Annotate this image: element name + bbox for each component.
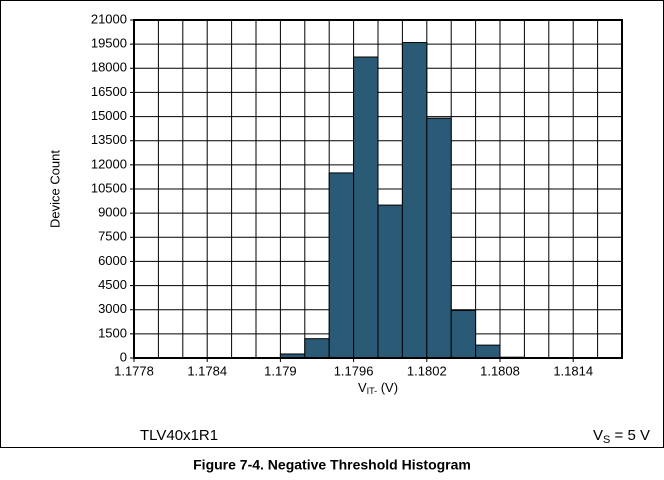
annotation-sub: S [603, 434, 610, 446]
bar [475, 344, 501, 359]
annotation-main: V [593, 427, 603, 444]
y-tick-label: 7500 [98, 229, 127, 244]
x-tick-label: 1.1814 [553, 363, 593, 378]
y-tick-label: 3000 [98, 301, 127, 316]
y-axis-label: Device Count [47, 150, 62, 228]
x-tick-label: 1.179 [264, 363, 297, 378]
x-label-sub: IT- [367, 386, 378, 396]
x-tick-label: 1.1784 [187, 363, 227, 378]
bar [353, 56, 379, 359]
y-tick-label: 9000 [98, 205, 127, 220]
bar [401, 42, 428, 359]
x-tick-label: 1.1802 [407, 363, 447, 378]
x-axis-label: VIT- (V) [358, 380, 398, 396]
bar [450, 310, 477, 359]
plot-area: 0 1500 3000 4500 6000 7500 9000 10500 12000 13500… [91, 11, 623, 378]
annotation-rest: = 5 V [610, 427, 650, 444]
annotation-left: TLV40x1R1 [140, 427, 218, 444]
x-tick-label: 1.1778 [114, 363, 154, 378]
y-tick-label: 13500 [91, 132, 127, 147]
bar [304, 338, 330, 359]
bar [377, 204, 403, 359]
x-tick-label: 1.1808 [480, 363, 520, 378]
x-tick-label: 1.1796 [334, 363, 374, 378]
bar [328, 172, 355, 359]
y-tick-label: 19500 [91, 36, 127, 51]
y-tick-label: 16500 [91, 84, 127, 99]
annotation-right: VS = 5 V [593, 427, 650, 446]
y-tick-label: 10500 [91, 180, 127, 195]
figure-caption: Figure 7-4. Negative Threshold Histogram [193, 457, 471, 473]
y-tick-label: 6000 [98, 253, 127, 268]
y-tick-label: 18000 [91, 60, 127, 75]
y-tick-label: 21000 [91, 11, 127, 26]
x-label-rest: (V) [377, 380, 398, 395]
bar [426, 117, 452, 359]
y-tick-label: 1500 [98, 325, 127, 340]
y-tick-label: 15000 [91, 108, 127, 123]
y-tick-label: 4500 [98, 277, 127, 292]
x-label-main: V [358, 380, 367, 395]
y-tick-label: 0 [120, 349, 127, 364]
y-tick-label: 12000 [91, 156, 127, 171]
